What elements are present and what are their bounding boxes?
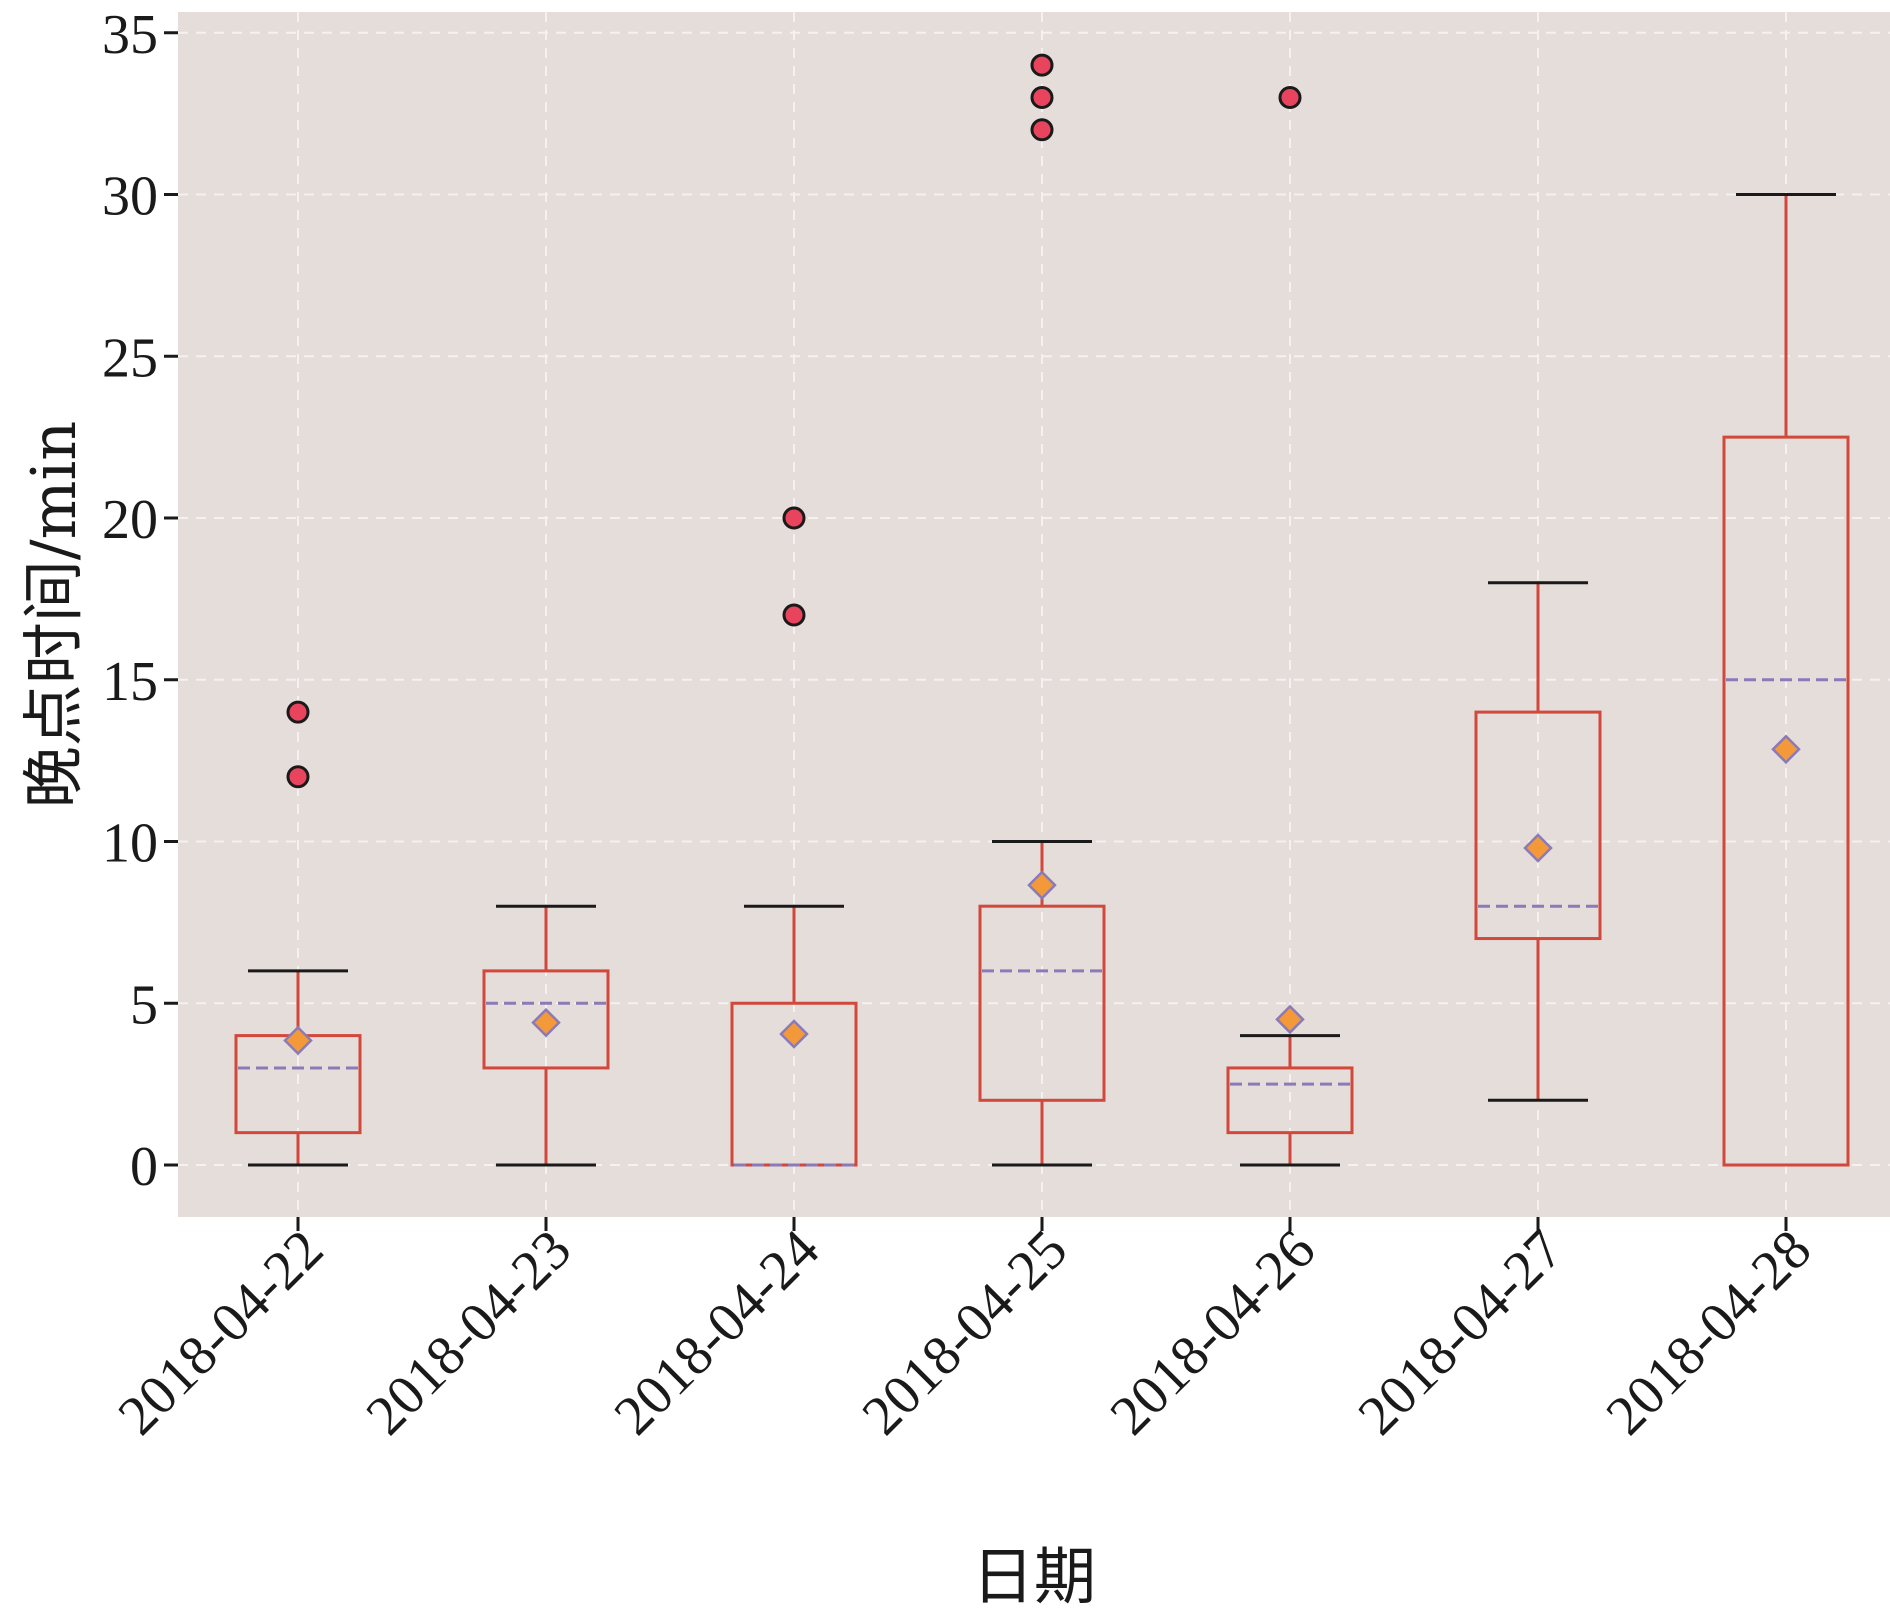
box-iqr bbox=[1474, 710, 1602, 941]
outlier-point bbox=[1278, 85, 1302, 109]
mean-marker bbox=[1027, 870, 1057, 900]
box-series bbox=[234, 53, 1850, 1167]
x-tick-label: 2018-04-28 bbox=[1595, 1218, 1824, 1447]
box-2018-04-26 bbox=[1226, 85, 1354, 1167]
x-tick-label: 2018-04-24 bbox=[603, 1218, 832, 1447]
x-axis: 2018-04-22 2018-04-23 2018-04-24 2018-04-25… bbox=[107, 1217, 1824, 1447]
box-2018-04-22 bbox=[234, 700, 362, 1167]
x-tick-label: 2018-04-27 bbox=[1347, 1218, 1576, 1447]
outlier-point bbox=[286, 700, 310, 724]
x-tick-label: 2018-04-22 bbox=[107, 1218, 336, 1447]
outlier-point bbox=[782, 603, 806, 627]
box-2018-04-24 bbox=[730, 506, 858, 1167]
mean-marker bbox=[283, 1025, 313, 1056]
outlier-point bbox=[286, 765, 310, 789]
outlier-point bbox=[1030, 118, 1054, 142]
box-iqr bbox=[1226, 1066, 1354, 1135]
outlier-point bbox=[1030, 53, 1054, 77]
box-2018-04-27 bbox=[1474, 581, 1602, 1102]
y-tick-label: 10 bbox=[102, 813, 158, 875]
mean-marker bbox=[1275, 1004, 1305, 1035]
mean-marker bbox=[531, 1007, 561, 1038]
y-axis-title: 晚点时间/min bbox=[17, 421, 90, 808]
y-tick-label: 35 bbox=[102, 4, 158, 66]
y-tick-label: 0 bbox=[130, 1136, 158, 1198]
x-axis-title: 日期 bbox=[972, 1540, 1096, 1613]
outlier-point bbox=[782, 506, 806, 530]
y-axis: 0 5 10 15 20 25 30 35 bbox=[102, 4, 178, 1198]
outlier-point bbox=[1030, 85, 1054, 109]
x-tick-label: 2018-04-25 bbox=[851, 1218, 1080, 1447]
y-tick-label: 15 bbox=[102, 651, 158, 713]
box-2018-04-23 bbox=[482, 904, 610, 1167]
mean-marker bbox=[779, 1019, 809, 1049]
box-iqr bbox=[482, 969, 610, 1070]
x-tick-label: 2018-04-23 bbox=[355, 1218, 584, 1447]
box-iqr bbox=[1722, 435, 1850, 1167]
mean-marker bbox=[1523, 833, 1553, 863]
box-2018-04-25 bbox=[978, 53, 1106, 1167]
grid-lines bbox=[178, 12, 1890, 1217]
mean-marker bbox=[1771, 734, 1801, 765]
plot-area bbox=[178, 12, 1890, 1217]
x-tick-label: 2018-04-26 bbox=[1099, 1218, 1328, 1447]
y-tick-label: 25 bbox=[102, 327, 158, 389]
box-iqr bbox=[978, 904, 1106, 1102]
y-tick-label: 5 bbox=[130, 974, 158, 1036]
box-2018-04-28 bbox=[1722, 193, 1850, 1167]
y-tick-label: 30 bbox=[102, 166, 158, 228]
y-tick-label: 20 bbox=[102, 489, 158, 551]
